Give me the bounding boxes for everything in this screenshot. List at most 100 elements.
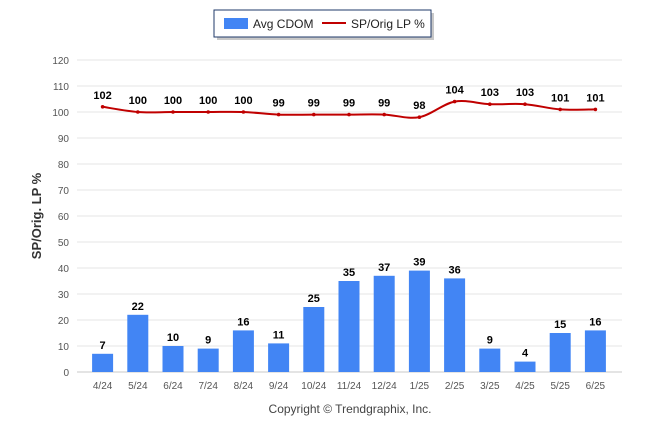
bar-data-label: 39 bbox=[413, 257, 425, 269]
x-tick-label: 5/24 bbox=[128, 381, 148, 392]
line-point[interactable] bbox=[171, 110, 175, 114]
line-data-label: 101 bbox=[551, 92, 569, 104]
bar-data-label: 37 bbox=[378, 262, 390, 274]
line-point[interactable] bbox=[347, 112, 351, 117]
y-tick-label: 10 bbox=[58, 342, 70, 353]
line-data-label: 100 bbox=[199, 95, 217, 107]
bar[interactable] bbox=[444, 278, 466, 372]
bar-data-label: 10 bbox=[167, 332, 179, 344]
bar[interactable] bbox=[268, 343, 290, 372]
y-tick-label: 70 bbox=[58, 186, 70, 197]
bar-data-label: 22 bbox=[132, 301, 144, 313]
y-tick-label: 80 bbox=[58, 160, 70, 171]
bar-data-label: 25 bbox=[308, 293, 320, 305]
line-data-label: 103 bbox=[481, 87, 499, 99]
x-tick-label: 2/25 bbox=[445, 381, 465, 392]
x-tick-label: 3/25 bbox=[480, 381, 500, 392]
y-tick-label: 110 bbox=[53, 82, 69, 93]
line-data-label: 100 bbox=[234, 95, 252, 107]
line-data-label: 99 bbox=[272, 98, 284, 110]
bar-data-label: 16 bbox=[589, 316, 601, 328]
line-data-label: 98 bbox=[413, 100, 425, 112]
line-point[interactable] bbox=[136, 110, 140, 114]
line-point[interactable] bbox=[382, 112, 387, 117]
y-axis-ticks: 0 10 20 30 40 50 60 70 80 90 100 110 120 bbox=[52, 56, 69, 379]
line-point[interactable] bbox=[241, 110, 246, 114]
line-data-label: 102 bbox=[93, 90, 111, 102]
bar[interactable] bbox=[408, 270, 430, 372]
bar[interactable] bbox=[162, 346, 184, 372]
y-tick-label: 100 bbox=[52, 108, 69, 119]
x-tick-label: 8/24 bbox=[234, 381, 254, 392]
x-tick-label: 4/25 bbox=[515, 381, 535, 392]
line-data-label: 99 bbox=[343, 98, 355, 110]
x-axis-ticks: 4/24 5/24 6/24 7/24 8/24 9/24 10/24 11/24 12/24 1… bbox=[93, 381, 606, 392]
y-tick-label: 120 bbox=[52, 56, 69, 67]
line-point[interactable] bbox=[593, 107, 598, 112]
x-tick-label: 6/25 bbox=[586, 381, 606, 392]
bar[interactable] bbox=[232, 330, 254, 372]
x-tick-label: 7/24 bbox=[198, 381, 218, 392]
x-tick-label: 9/24 bbox=[269, 381, 289, 392]
legend-bar-swatch bbox=[224, 18, 248, 29]
x-tick-label: 4/24 bbox=[93, 381, 113, 392]
y-tick-label: 50 bbox=[58, 238, 70, 249]
legend-line-label: SP/Orig LP % bbox=[351, 17, 425, 31]
line-data-label: 103 bbox=[516, 87, 534, 99]
line-data-label: 100 bbox=[164, 95, 182, 107]
bar[interactable] bbox=[303, 307, 325, 372]
bar-data-label: 35 bbox=[343, 267, 355, 279]
line-point[interactable] bbox=[100, 105, 105, 109]
x-tick-label: 11/24 bbox=[337, 381, 362, 392]
bar[interactable] bbox=[127, 314, 149, 372]
line-point[interactable] bbox=[206, 110, 210, 114]
line-data-label: 104 bbox=[445, 85, 464, 97]
y-tick-label: 40 bbox=[58, 264, 70, 275]
bar-series: 7 22 10 9 16 11 25 35 37 39 36 9 4 15 16 bbox=[92, 257, 606, 372]
line-point[interactable] bbox=[523, 102, 527, 106]
line-data-label: 101 bbox=[586, 92, 604, 104]
bar[interactable] bbox=[373, 275, 395, 372]
y-tick-label: 60 bbox=[58, 212, 70, 223]
legend-item-line[interactable]: SP/Orig LP % bbox=[322, 17, 425, 31]
bar-data-label: 11 bbox=[273, 329, 285, 341]
bar-data-label: 9 bbox=[205, 335, 211, 347]
line-data-label: 100 bbox=[129, 95, 147, 107]
line-point[interactable] bbox=[417, 115, 422, 119]
bar[interactable] bbox=[92, 353, 114, 372]
y-tick-label: 20 bbox=[58, 316, 70, 327]
bar[interactable] bbox=[338, 281, 360, 372]
line-point[interactable] bbox=[452, 99, 457, 104]
line-point[interactable] bbox=[558, 107, 562, 112]
bar-data-label: 4 bbox=[522, 348, 529, 360]
legend[interactable]: Avg CDOM SP/Orig LP % bbox=[213, 9, 434, 40]
bar[interactable] bbox=[584, 330, 606, 372]
x-tick-label: 6/24 bbox=[163, 381, 183, 392]
x-tick-label: 1/25 bbox=[410, 381, 430, 392]
bar-data-label: 15 bbox=[554, 319, 566, 331]
bar[interactable] bbox=[549, 333, 571, 372]
bar-data-label: 9 bbox=[487, 335, 493, 347]
line-point[interactable] bbox=[312, 112, 316, 117]
bar-data-label: 16 bbox=[237, 316, 249, 328]
x-tick-label: 10/24 bbox=[301, 381, 326, 392]
bar-data-label: 7 bbox=[100, 340, 106, 352]
legend-item-bar[interactable]: Avg CDOM bbox=[224, 17, 313, 31]
x-tick-label: 5/25 bbox=[550, 381, 570, 392]
legend-bar-label: Avg CDOM bbox=[253, 17, 313, 31]
line-data-label: 99 bbox=[308, 98, 320, 110]
bar-data-label: 36 bbox=[448, 264, 460, 276]
y-axis-title: SP/Orig. LP % bbox=[29, 172, 44, 259]
line-data-label: 99 bbox=[378, 98, 390, 110]
line-series: 102 100 100 100 100 99 99 99 99 98 104 103 103 101 101 bbox=[93, 85, 605, 119]
bar[interactable] bbox=[197, 348, 219, 372]
bar[interactable] bbox=[479, 348, 501, 372]
y-tick-label: 30 bbox=[58, 290, 70, 301]
y-tick-label: 90 bbox=[58, 134, 70, 145]
line-point[interactable] bbox=[276, 112, 281, 117]
y-tick-label: 0 bbox=[63, 368, 69, 379]
bar[interactable] bbox=[514, 361, 536, 372]
line-point[interactable] bbox=[488, 102, 492, 106]
